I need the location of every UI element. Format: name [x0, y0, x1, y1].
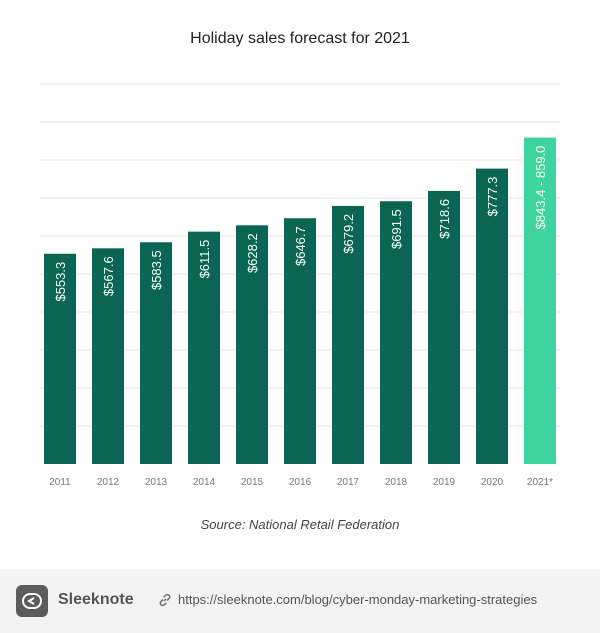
x-tick-labels: 2011 2012 2013 2014 2015 2016 2017 2018 2019 2020…: [49, 477, 553, 488]
source-url-link[interactable]: https://sleeknote.com/blog/cyber-monday-…: [178, 592, 538, 607]
data-label: $567.6: [101, 256, 116, 296]
data-label: $679.2: [341, 214, 356, 254]
sleeknote-logo-icon: [16, 585, 48, 617]
data-label: $583.5: [149, 250, 164, 290]
x-tick-label: 2018: [385, 477, 408, 488]
bar-2014: [188, 231, 220, 464]
chain-link-icon: [159, 593, 171, 607]
x-tick-label: 2011: [49, 477, 71, 488]
bar-chart: $553.3 $567.6 $583.5 $611.5 $628.2 $646.7 $679…: [40, 83, 560, 488]
data-label: $718.6: [437, 199, 452, 239]
bar-2012: [92, 248, 124, 464]
bar-2019: [428, 190, 460, 464]
bar-2021: [524, 137, 556, 464]
bar-2013: [140, 242, 172, 464]
x-tick-label: 2019: [433, 477, 456, 488]
bar-2017: [332, 205, 364, 465]
x-tick-label: 2020: [481, 477, 504, 488]
x-tick-label: 2021*: [527, 477, 553, 488]
data-label: $691.5: [389, 209, 404, 249]
x-tick-label: 2013: [145, 477, 168, 488]
data-label: $777.3: [485, 177, 500, 217]
data-label: $646.7: [293, 226, 308, 266]
bar-2020: [476, 168, 508, 464]
bars: [44, 137, 556, 465]
data-label: $628.2: [245, 233, 260, 273]
source-note: Source: National Retail Federation: [200, 517, 400, 532]
data-label: $553.3: [53, 262, 68, 302]
bar-2018: [380, 201, 412, 465]
data-label: $843.4 - 859.0: [533, 146, 548, 230]
bar-2011: [44, 253, 76, 464]
footer-bar: Sleeknote https://sleeknote.com/blog/cyb…: [0, 569, 600, 633]
brand-name: Sleeknote: [58, 591, 134, 608]
data-label: $611.5: [197, 240, 212, 279]
chart-title: Holiday sales forecast for 2021: [190, 30, 410, 47]
x-tick-label: 2012: [97, 477, 120, 488]
x-tick-label: 2015: [241, 477, 264, 488]
bar-2016: [284, 218, 316, 464]
x-tick-label: 2016: [289, 477, 312, 488]
bar-2015: [236, 225, 268, 464]
x-tick-label: 2014: [193, 477, 216, 488]
data-labels: $553.3 $567.6 $583.5 $611.5 $628.2 $646.7 $679…: [53, 146, 548, 302]
x-tick-label: 2017: [337, 477, 360, 488]
